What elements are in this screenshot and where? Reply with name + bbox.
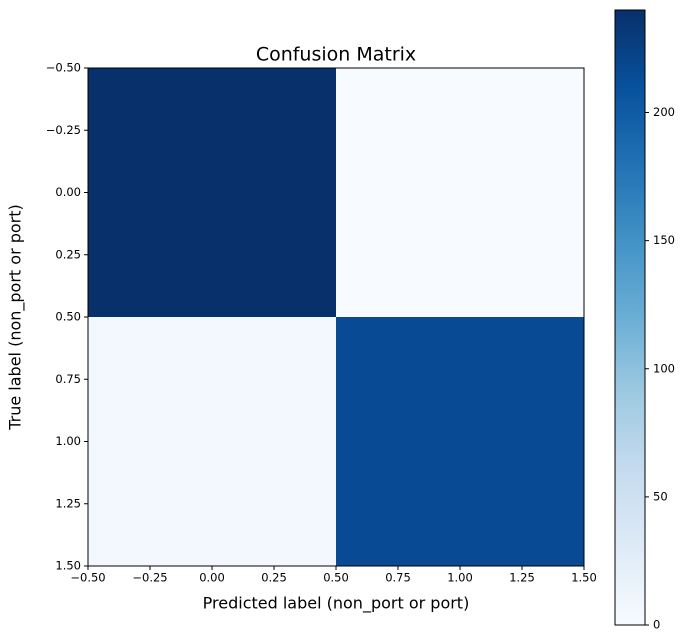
y-tick-label: −0.25 <box>46 123 81 137</box>
x-tick-label: 0.75 <box>385 571 411 585</box>
y-tick-label: 0.75 <box>55 372 81 386</box>
y-tick-label: 0.50 <box>55 310 81 324</box>
y-tick-label: 0.25 <box>55 247 81 261</box>
x-tick-label: −0.25 <box>132 571 167 585</box>
x-tick-label: −0.50 <box>70 571 105 585</box>
x-tick-label: 0.00 <box>199 571 225 585</box>
x-tick-label: 0.25 <box>261 571 287 585</box>
x-tick-label: 0.50 <box>323 571 349 585</box>
y-axis-label: True label (non_port or port) <box>6 204 26 431</box>
heatmap-cell <box>336 317 584 566</box>
colorbar-tick-label: 0 <box>653 618 660 632</box>
y-tick-label: 1.50 <box>55 559 81 573</box>
colorbar-tick-label: 100 <box>653 361 675 375</box>
colorbar-tick-label: 150 <box>653 233 675 247</box>
heatmap-cell <box>336 68 584 317</box>
y-tick-label: 0.00 <box>55 185 81 199</box>
heatmap-cell <box>88 68 336 317</box>
colorbar-tick-label: 200 <box>653 105 675 119</box>
x-axis-label: Predicted label (non_port or port) <box>203 594 470 614</box>
colorbar <box>614 9 646 626</box>
y-tick-label: 1.00 <box>55 434 81 448</box>
x-tick-label: 1.50 <box>571 571 597 585</box>
chart-title: Confusion Matrix <box>256 44 416 66</box>
x-tick-label: 1.25 <box>509 571 535 585</box>
y-tick-label: −0.50 <box>46 61 81 75</box>
heatmap-cell <box>88 317 336 566</box>
colorbar-tick-label: 50 <box>653 489 668 503</box>
x-tick-label: 1.00 <box>447 571 473 585</box>
y-tick-label: 1.25 <box>55 496 81 510</box>
